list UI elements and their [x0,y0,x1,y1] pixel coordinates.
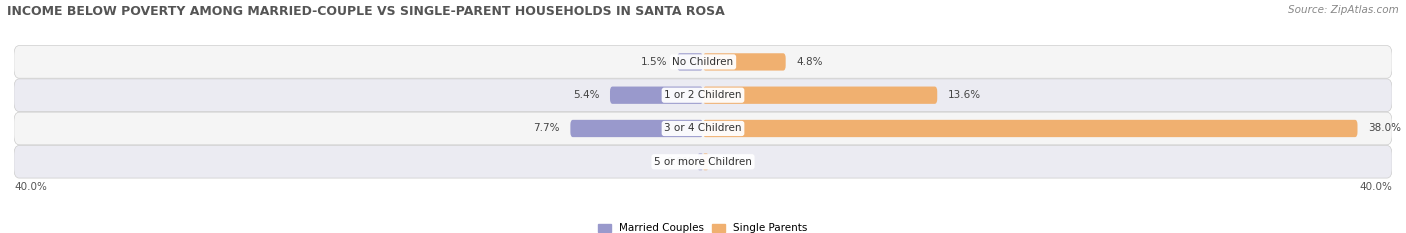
FancyBboxPatch shape [571,120,703,137]
Text: INCOME BELOW POVERTY AMONG MARRIED-COUPLE VS SINGLE-PARENT HOUSEHOLDS IN SANTA R: INCOME BELOW POVERTY AMONG MARRIED-COUPL… [7,5,724,18]
FancyBboxPatch shape [697,153,703,170]
Text: 7.7%: 7.7% [533,123,560,134]
Text: 38.0%: 38.0% [1368,123,1400,134]
FancyBboxPatch shape [703,153,709,170]
FancyBboxPatch shape [703,53,786,71]
FancyBboxPatch shape [610,86,703,104]
FancyBboxPatch shape [678,53,703,71]
FancyBboxPatch shape [14,46,1392,78]
FancyBboxPatch shape [14,145,1392,178]
Text: 0.0%: 0.0% [713,157,740,167]
Text: Source: ZipAtlas.com: Source: ZipAtlas.com [1288,5,1399,15]
Text: 5 or more Children: 5 or more Children [654,157,752,167]
FancyBboxPatch shape [703,86,938,104]
Text: 1 or 2 Children: 1 or 2 Children [664,90,742,100]
Text: 0.0%: 0.0% [666,157,693,167]
Text: 4.8%: 4.8% [796,57,823,67]
Text: 13.6%: 13.6% [948,90,981,100]
FancyBboxPatch shape [14,112,1392,145]
Text: 3 or 4 Children: 3 or 4 Children [664,123,742,134]
Text: No Children: No Children [672,57,734,67]
Text: 1.5%: 1.5% [640,57,666,67]
FancyBboxPatch shape [703,120,1358,137]
Text: 40.0%: 40.0% [1360,182,1392,192]
Text: 40.0%: 40.0% [14,182,46,192]
Text: 5.4%: 5.4% [574,90,599,100]
Legend: Married Couples, Single Parents: Married Couples, Single Parents [596,221,810,233]
FancyBboxPatch shape [14,79,1392,112]
